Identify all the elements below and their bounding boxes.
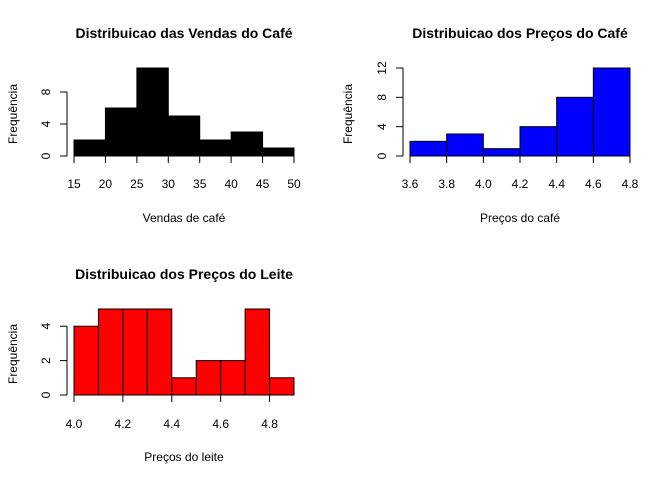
histogram-bar (136, 67, 169, 157)
histogram-bar (122, 308, 148, 396)
chart-title: Distribuicao das Vendas do Café (75, 25, 292, 41)
histogram-panel-1: Distribuicao das Vendas do Café 15 20 25 30 3… (6, 25, 301, 225)
histogram-bar (167, 115, 201, 157)
histogram-bar (73, 139, 106, 157)
histogram-bar (482, 148, 521, 157)
y-tick-label: 4 (39, 120, 53, 127)
y-tick-label: 8 (39, 88, 53, 95)
y-axis-label: Frequência (6, 84, 20, 144)
y-tick-label: 0 (39, 391, 53, 398)
chart-title: Distribuicao dos Preços do Café (412, 25, 628, 41)
y-tick-label: 0 (375, 152, 389, 159)
histogram-bar (97, 308, 124, 396)
histogram-bar (446, 133, 484, 157)
histogram-bar (104, 107, 138, 157)
y-tick-label: 8 (375, 94, 389, 101)
histogram-bar (519, 126, 558, 157)
histogram-bar (220, 360, 246, 396)
histogram-bar (244, 308, 271, 396)
x-tick-label: 4.0 (66, 417, 83, 431)
y-tick-label: 4 (39, 323, 53, 330)
x-tick-label: 4.0 (475, 177, 492, 191)
histogram-bar (146, 308, 173, 396)
histogram-bar (592, 67, 631, 157)
x-tick-label: 35 (193, 177, 207, 191)
x-tick-label: 4.4 (163, 417, 180, 431)
histogram-bar (230, 131, 264, 157)
x-tick-label: 4.2 (512, 177, 529, 191)
x-tick-label: 15 (67, 177, 81, 191)
histogram-bar (199, 139, 232, 157)
histogram-panel-3: Distribuicao dos Preços do Leite 4.0 4.2 4.… (6, 266, 295, 464)
x-tick-label: 4.2 (115, 417, 132, 431)
x-axis-label: Preços do leite (144, 450, 224, 464)
x-tick-label: 20 (99, 177, 113, 191)
x-tick-label: 50 (287, 177, 301, 191)
x-tick-label: 4.6 (585, 177, 602, 191)
x-tick-label: 25 (130, 177, 144, 191)
x-axis-label: Preços do café (480, 211, 560, 225)
histogram-bar (73, 325, 99, 396)
histogram-panel-2: Distribuicao dos Preços do Café 3.6 3.8 4.0… (341, 25, 639, 225)
x-tick-label: 45 (256, 177, 270, 191)
y-tick-label: 12 (375, 61, 389, 75)
y-tick-label: 2 (39, 357, 53, 364)
y-axis-label: Frequência (6, 324, 20, 384)
x-tick-label: 3.8 (438, 177, 455, 191)
x-axis-label: Vendas de café (143, 211, 226, 225)
histogram-bar (171, 377, 197, 396)
x-tick-label: 30 (162, 177, 176, 191)
histogram-bar (262, 147, 295, 157)
histogram-bar (195, 360, 222, 396)
histogram-bar (409, 140, 448, 157)
x-tick-label: 4.6 (212, 417, 229, 431)
x-tick-label: 4.8 (261, 417, 278, 431)
x-tick-label: 3.6 (402, 177, 419, 191)
x-tick-label: 4.4 (548, 177, 565, 191)
chart-title: Distribuicao dos Preços do Leite (75, 266, 293, 282)
x-tick-label: 40 (224, 177, 238, 191)
y-tick-label: 0 (39, 152, 53, 159)
x-tick-label: 4.8 (622, 177, 639, 191)
histogram-bar (556, 96, 594, 157)
histogram-bar (269, 377, 295, 396)
y-tick-label: 4 (375, 123, 389, 130)
y-axis-label: Frequência (341, 84, 355, 144)
